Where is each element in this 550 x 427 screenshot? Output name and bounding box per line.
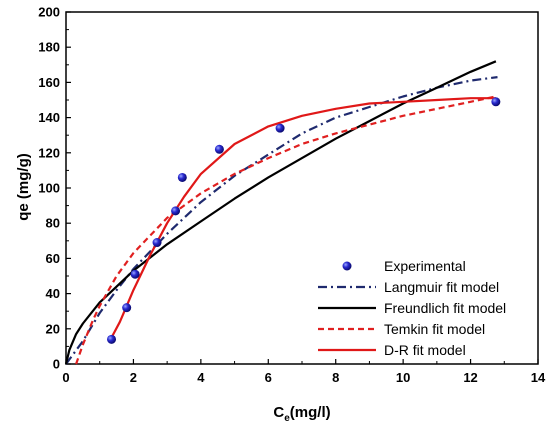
legend-label-experimental: Experimental [384,258,466,274]
experimental-point [177,172,187,182]
x-tick-label: 0 [62,370,69,385]
series-temkin-fit-model [75,95,497,365]
y-tick-label: 40 [46,286,60,301]
legend-label-langmuir-fit-model: Langmuir fit model [384,279,499,295]
legend: Experimental Langmuir fit model Freundlich… [318,258,506,358]
y-tick-label: 140 [38,110,60,125]
x-tick-label: 4 [197,370,205,385]
experimental-point [491,97,501,107]
legend-marker-experimental [342,261,352,271]
y-tick-label: 160 [38,75,60,90]
x-tick-label: 2 [130,370,137,385]
x-tick-label: 6 [265,370,272,385]
experimental-point [171,206,181,216]
series-experimental [107,97,501,344]
d-r-fit-model-line [110,97,496,339]
x-axis-title-rest: (mg/l) [290,404,331,421]
x-axis-title: Ce(mg/l) [273,404,330,424]
experimental-point [214,144,224,154]
x-axis-title-subscript: e [284,413,290,424]
experimental-point [107,334,117,344]
experimental-point [152,238,162,248]
freundlich-fit-model-line [64,60,497,365]
temkin-fit-model-line [75,95,497,365]
legend-label-freundlich-fit-model: Freundlich fit model [384,300,506,316]
experimental-point [122,303,132,313]
legend-label-temkin-fit-model: Temkin fit model [384,321,485,337]
y-tick-label: 100 [38,181,60,196]
y-tick-label: 80 [46,216,60,231]
experimental-point [130,269,140,279]
y-tick-label: 120 [38,145,60,160]
y-tick-label: 200 [38,5,60,20]
series-freundlich-fit-model [64,60,497,365]
series-layer [64,60,501,365]
legend-label-d-r-fit-model: D-R fit model [384,342,466,358]
x-tick-label: 12 [463,370,477,385]
y-axis-title: qe (mg/g) [15,153,32,221]
series-d-r-fit-model [110,97,496,339]
y-tick-label: 180 [38,40,60,55]
x-tick-label: 8 [332,370,339,385]
y-tick-label: 60 [46,251,60,266]
y-tick-label: 20 [46,321,60,336]
x-tick-label: 14 [531,370,546,385]
x-tick-label: 10 [396,370,410,385]
x-axis-title-main: C [273,404,284,421]
y-tick-label: 0 [53,357,60,372]
experimental-point [275,123,285,133]
